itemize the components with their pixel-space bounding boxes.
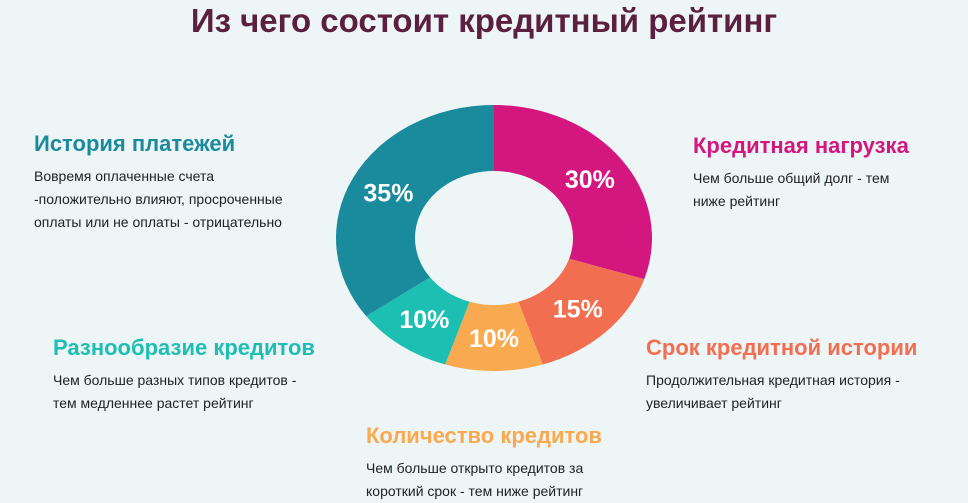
legend-desc: -положительно влияют, просроченные xyxy=(34,191,283,207)
legend-block-history-length: Срок кредитной истории Продолжительная к… xyxy=(646,335,917,415)
legend-desc: Чем больше разных типов кредитов - xyxy=(53,372,297,388)
donut-slice xyxy=(366,277,470,365)
legend-desc: Чем больше общий долг - тем xyxy=(693,170,890,186)
legend-desc: Продолжительная кредитная история - xyxy=(646,372,900,388)
donut-slice xyxy=(494,105,652,280)
legend-heading: История платежей xyxy=(34,131,236,156)
legend-block-credit-count: Количество кредитов Чем больше открыто к… xyxy=(366,423,602,503)
legend-heading: Разнообразие кредитов xyxy=(53,335,315,360)
legend-desc: тем медленнее растет рейтинг xyxy=(53,395,254,411)
legend-desc: ниже рейтинг xyxy=(693,193,781,209)
slice-label: 10% xyxy=(399,306,449,334)
legend-heading: Количество кредитов xyxy=(366,423,602,448)
legend-desc: оплаты или не оплаты - отрицательно xyxy=(34,214,282,230)
slice-label: 30% xyxy=(565,166,615,194)
chart-title: Из чего состоит кредитный рейтинг xyxy=(190,2,778,39)
legend-block-payment-history: История платежей Вовремя оплаченные счет… xyxy=(34,131,283,234)
legend-block-credit-variety: Разнообразие кредитов Чем больше разных … xyxy=(53,335,315,415)
slice-label: 15% xyxy=(553,296,603,324)
legend-heading: Срок кредитной истории xyxy=(646,335,918,360)
legend-block-credit-load: Кредитная нагрузка Чем больше общий долг… xyxy=(693,133,909,213)
slice-label: 10% xyxy=(469,325,519,353)
legend-desc: Чем больше открыто кредитов за xyxy=(366,460,584,476)
legend-heading: Кредитная нагрузка xyxy=(693,133,909,158)
legend-desc: увеличивает рейтинг xyxy=(646,395,782,411)
legend-desc: короткий срок - тем ниже рейтинг xyxy=(366,483,584,499)
donut-slice xyxy=(336,105,494,317)
legend-desc: Вовремя оплаченные счета xyxy=(34,168,215,184)
slice-label: 35% xyxy=(363,180,413,208)
donut-slice xyxy=(518,258,645,365)
donut-slice xyxy=(445,301,543,371)
